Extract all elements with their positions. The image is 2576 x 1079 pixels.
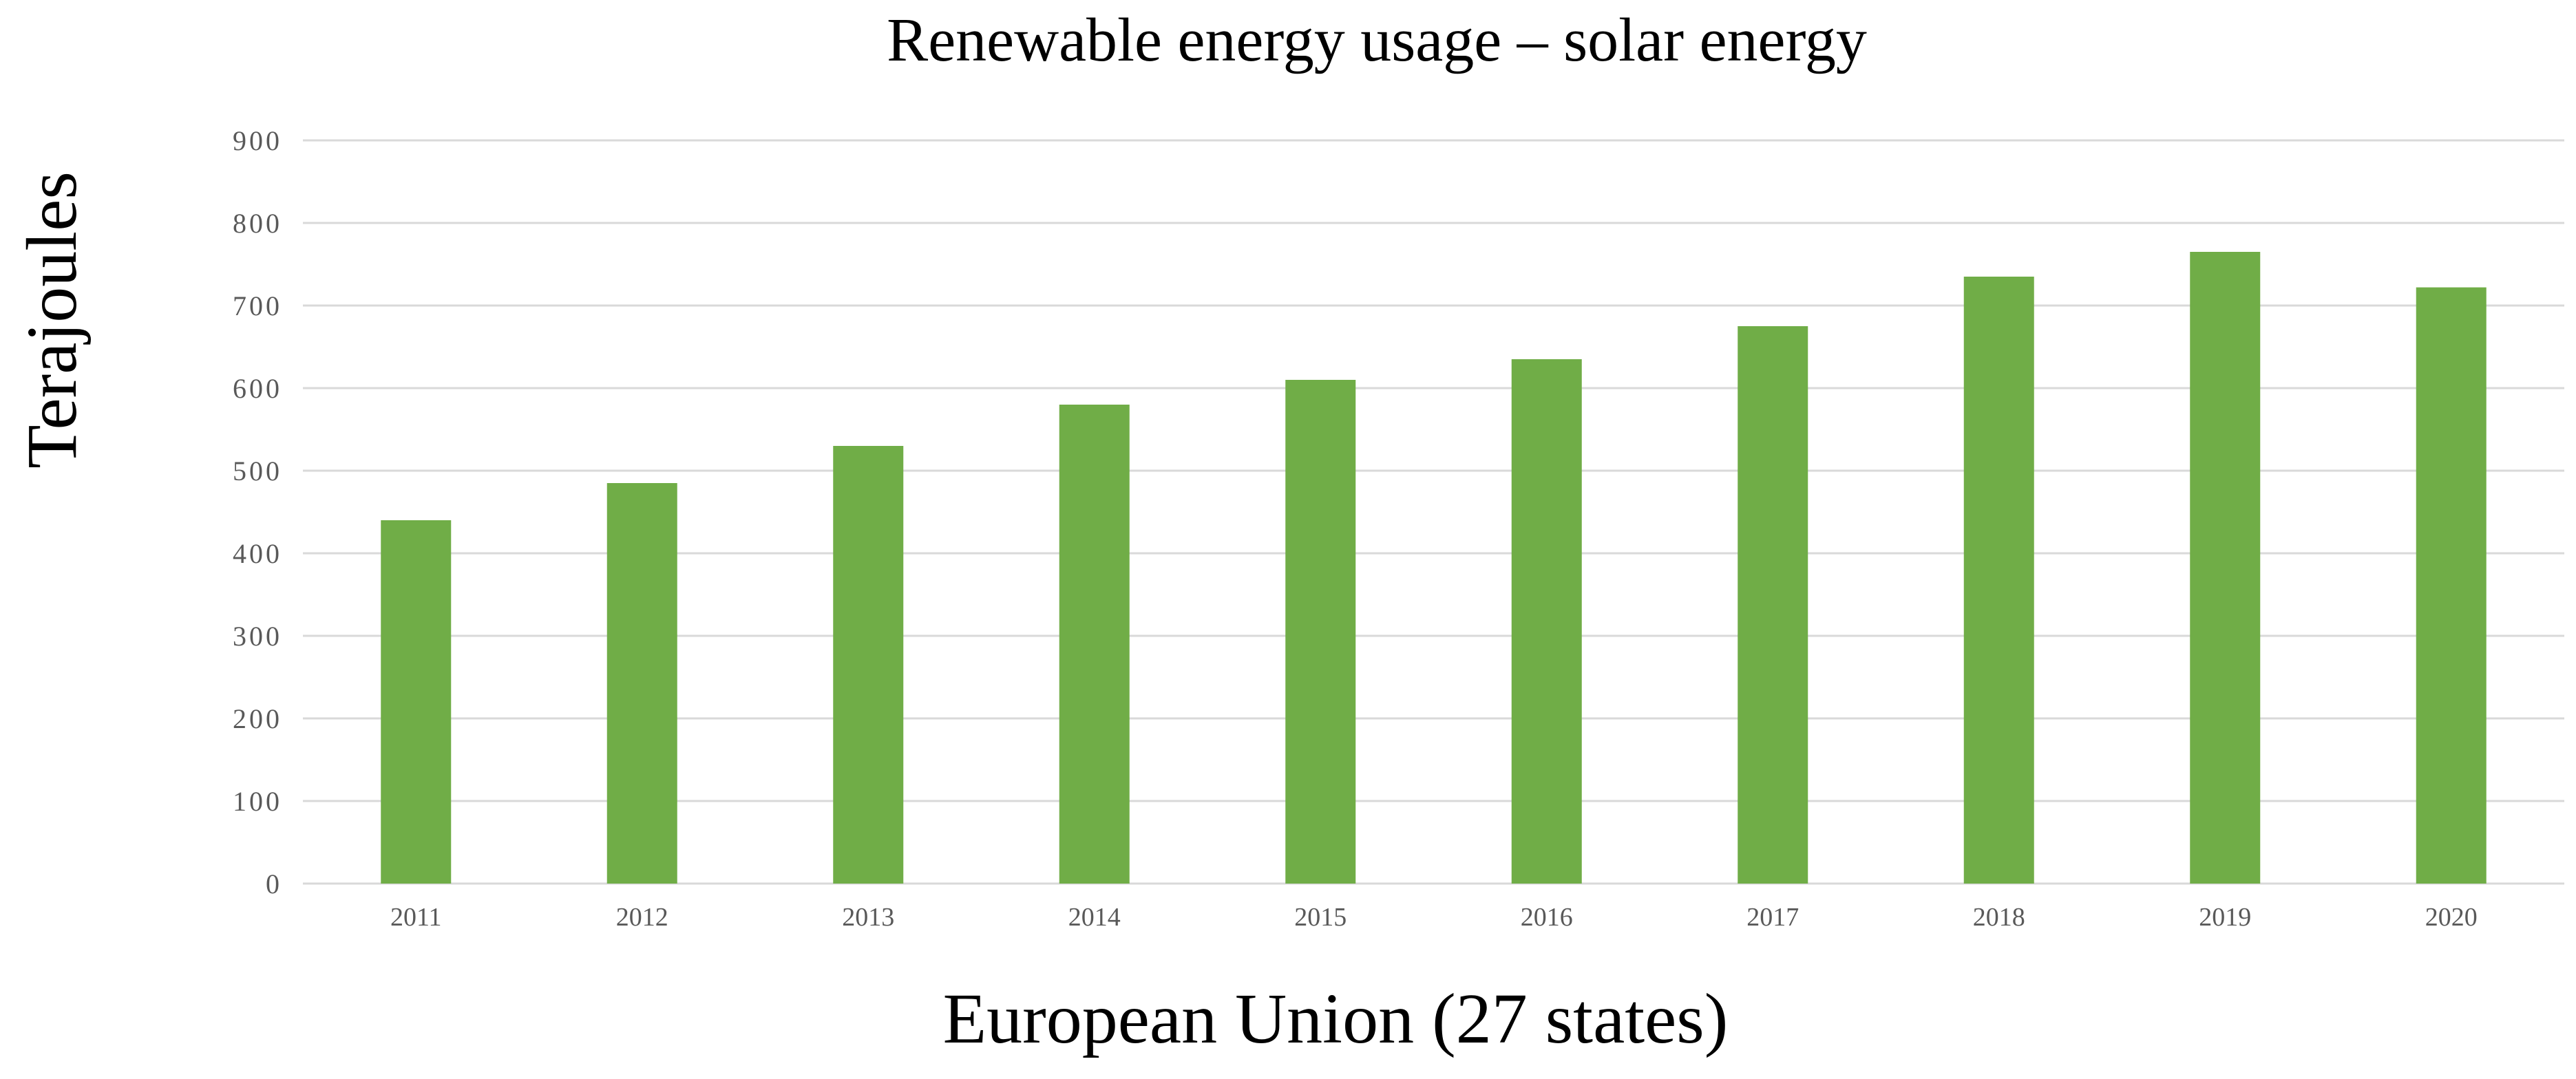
y-axis-ticks: 0 100 200 300 400 500 600 700 800 900 <box>233 125 282 899</box>
bar-2011 <box>381 520 452 884</box>
x-tick-label: 2017 <box>1746 903 1799 932</box>
bar-2020 <box>2416 287 2487 884</box>
y-tick-label: 800 <box>233 208 282 239</box>
bar-2015 <box>1285 380 1356 884</box>
y-tick-label: 900 <box>233 125 282 156</box>
y-tick-label: 300 <box>233 621 282 652</box>
x-tick-label: 2014 <box>1068 903 1121 932</box>
bars <box>381 252 2487 884</box>
x-tick-label: 2012 <box>616 903 668 932</box>
x-axis-title: European Union (27 states) <box>943 979 1729 1058</box>
x-axis-ticks: 2011 2012 2013 2014 2015 2016 2017 2018 2019 2020 <box>390 903 2478 932</box>
y-tick-label: 100 <box>233 786 282 817</box>
x-tick-label: 2020 <box>2425 903 2478 932</box>
gridlines <box>303 139 2564 885</box>
y-axis-title: Terajoules <box>12 171 92 469</box>
bar-2019 <box>2190 252 2261 884</box>
y-tick-label: 700 <box>233 290 282 321</box>
bar-2018 <box>1963 277 2034 884</box>
bar-2013 <box>833 446 904 884</box>
y-tick-label: 600 <box>233 373 282 404</box>
bar-2012 <box>606 483 677 884</box>
bar-2014 <box>1059 405 1130 884</box>
y-tick-label: 0 <box>266 868 282 899</box>
y-tick-label: 200 <box>233 703 282 734</box>
x-tick-label: 2013 <box>842 903 894 932</box>
y-tick-label: 400 <box>233 538 282 569</box>
bar-2017 <box>1738 326 1808 884</box>
chart-title: Renewable energy usage – solar energy <box>887 6 1867 74</box>
bar-2016 <box>1511 359 1582 884</box>
x-tick-label: 2015 <box>1294 903 1347 932</box>
x-tick-label: 2011 <box>390 903 442 932</box>
x-tick-label: 2016 <box>1521 903 1573 932</box>
x-tick-label: 2019 <box>2199 903 2251 932</box>
y-tick-label: 500 <box>233 456 282 487</box>
x-tick-label: 2018 <box>1973 903 2025 932</box>
